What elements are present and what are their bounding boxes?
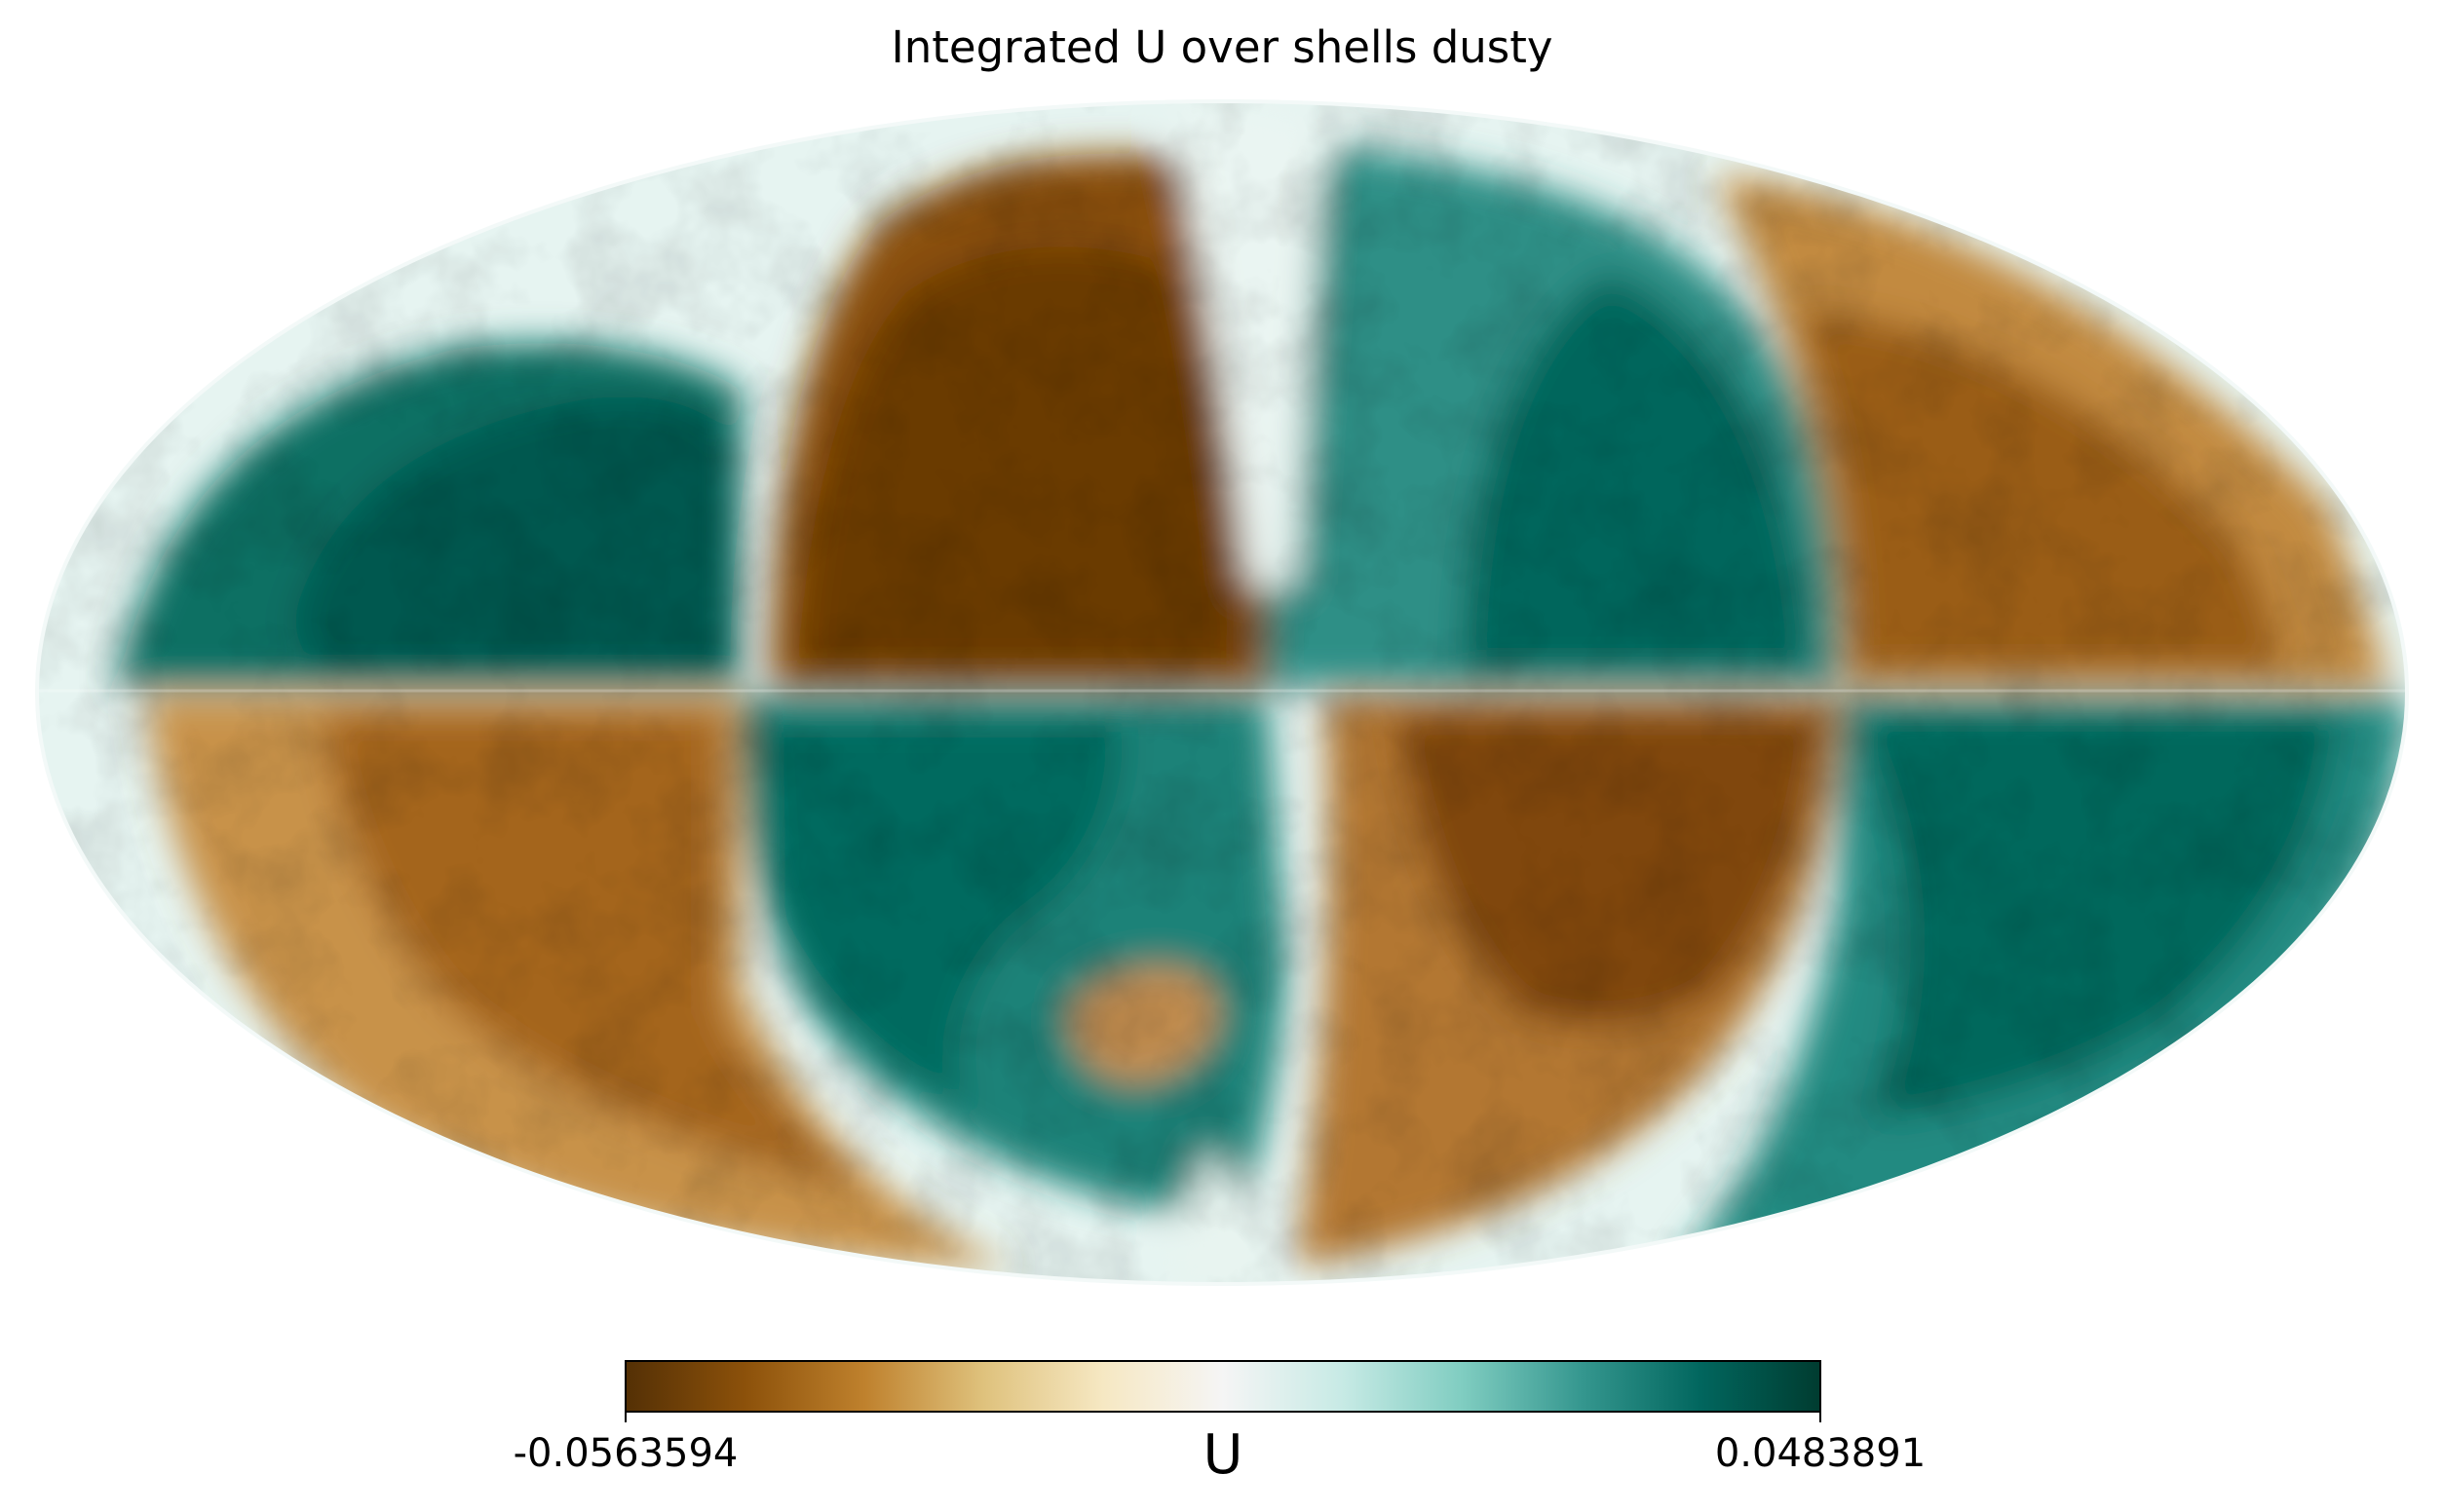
colorbar-min-label: -0.0563594 [514,1431,739,1476]
colorbar-gradient [625,1360,1821,1413]
colorbar: -0.0563594 0.0483891 U [514,1360,1926,1487]
sky-map-texture [37,101,2407,1284]
colorbar-label: U [1203,1423,1243,1487]
chart-title: Integrated U over shells dusty [891,21,1552,73]
sky-map [37,101,2407,1284]
sky-map-outline [35,99,2409,1286]
colorbar-max-label: 0.0483891 [1715,1431,1926,1476]
